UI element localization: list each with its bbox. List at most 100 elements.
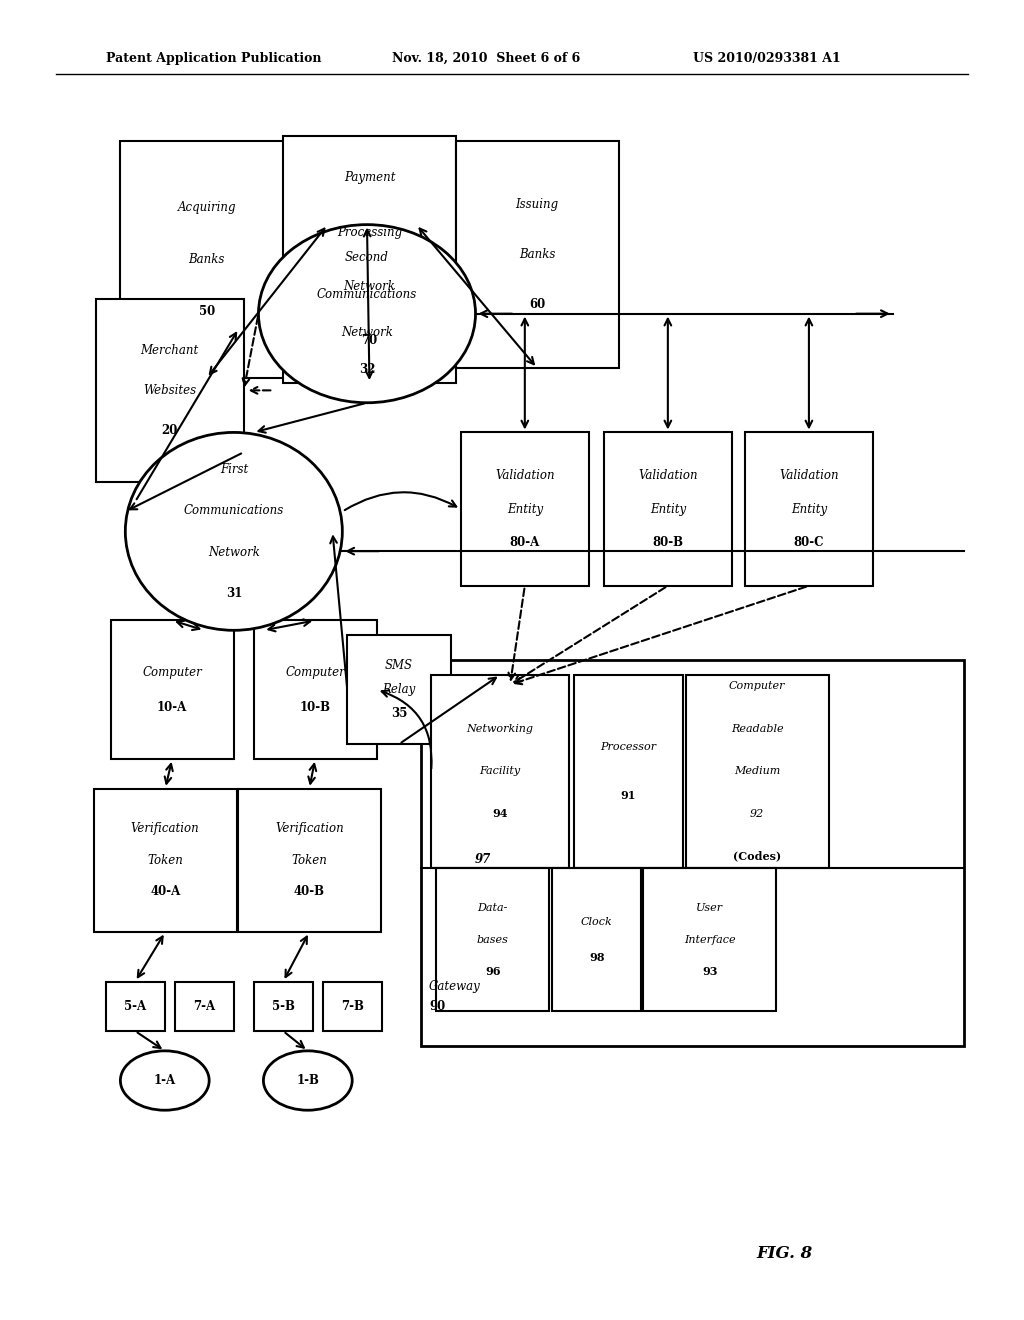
Bar (254, 982, 312, 1031)
Text: Data-: Data- (477, 903, 508, 913)
Text: 1-A: 1-A (154, 1074, 176, 1088)
Text: 60: 60 (529, 298, 545, 312)
Text: Banks: Banks (188, 252, 225, 265)
Bar (456, 140, 618, 368)
Text: Entity: Entity (507, 503, 543, 516)
Text: US 2010/0293381 A1: US 2010/0293381 A1 (692, 51, 841, 65)
Text: 5-B: 5-B (271, 999, 295, 1012)
Text: Banks: Banks (519, 248, 555, 261)
Text: Processing: Processing (337, 226, 402, 239)
Text: 97: 97 (474, 853, 490, 866)
Text: Computer: Computer (729, 681, 785, 692)
Bar (94, 788, 237, 932)
Ellipse shape (263, 1051, 352, 1110)
Text: Medium: Medium (734, 767, 780, 776)
Text: 31: 31 (225, 587, 242, 601)
Text: Verification: Verification (131, 822, 200, 836)
Text: 91: 91 (621, 789, 636, 801)
Text: Patent Application Publication: Patent Application Publication (105, 51, 322, 65)
Bar (643, 867, 776, 1011)
Text: Facility: Facility (479, 767, 521, 776)
Bar (121, 140, 293, 378)
Text: Validation: Validation (779, 469, 839, 482)
Text: Clock: Clock (581, 916, 612, 927)
Text: 94: 94 (493, 808, 508, 820)
Text: Nov. 18, 2010  Sheet 6 of 6: Nov. 18, 2010 Sheet 6 of 6 (391, 51, 580, 65)
Text: 10-A: 10-A (157, 701, 187, 714)
Text: 80-B: 80-B (652, 536, 683, 549)
Text: Validation: Validation (495, 469, 555, 482)
Text: Interface: Interface (684, 935, 735, 945)
Text: 1-B: 1-B (296, 1074, 319, 1088)
Text: Verification: Verification (274, 822, 344, 836)
Text: 5-A: 5-A (124, 999, 146, 1012)
Text: bases: bases (477, 935, 509, 945)
Bar (105, 982, 165, 1031)
Text: Token: Token (292, 854, 328, 867)
Text: User: User (696, 903, 723, 913)
Text: 50: 50 (199, 305, 215, 318)
Bar (284, 136, 456, 383)
Bar (604, 433, 732, 586)
Text: (Codes): (Codes) (733, 850, 781, 862)
Bar (95, 298, 244, 482)
Text: Communications: Communications (183, 504, 284, 517)
Bar (254, 620, 377, 759)
Text: Computer: Computer (142, 665, 202, 678)
Bar (686, 675, 828, 867)
Bar (175, 982, 233, 1031)
Text: FIG. 8: FIG. 8 (757, 1245, 813, 1262)
Text: 90: 90 (429, 999, 445, 1012)
Bar (436, 867, 550, 1011)
Text: Validation: Validation (638, 469, 697, 482)
Text: 7-A: 7-A (194, 999, 215, 1012)
Bar (347, 635, 451, 744)
Text: Issuing: Issuing (516, 198, 559, 211)
Text: Communications: Communications (316, 289, 417, 301)
Text: Network: Network (341, 326, 393, 339)
Text: 40-B: 40-B (294, 886, 325, 899)
Text: Gateway: Gateway (429, 979, 481, 993)
Text: 32: 32 (358, 363, 375, 376)
Text: Websites: Websites (143, 384, 197, 397)
Text: Entity: Entity (650, 503, 686, 516)
Text: First: First (220, 462, 248, 475)
Text: Second: Second (345, 251, 389, 264)
Text: Merchant: Merchant (140, 343, 199, 356)
Text: 80-A: 80-A (510, 536, 540, 549)
Text: Networking: Networking (467, 723, 534, 734)
Bar (238, 788, 381, 932)
Bar (461, 433, 589, 586)
Text: 70: 70 (361, 334, 378, 347)
Text: 98: 98 (589, 952, 604, 964)
Ellipse shape (258, 224, 475, 403)
Bar (323, 982, 382, 1031)
Text: 80-C: 80-C (794, 536, 824, 549)
Ellipse shape (125, 433, 342, 631)
Text: Network: Network (343, 280, 395, 293)
Text: 35: 35 (391, 708, 408, 721)
Text: SMS: SMS (385, 659, 413, 672)
Bar (552, 867, 641, 1011)
Text: Processor: Processor (600, 742, 656, 752)
Text: Entity: Entity (791, 503, 827, 516)
Bar (421, 660, 964, 1045)
Text: 20: 20 (162, 424, 178, 437)
Text: Network: Network (208, 545, 260, 558)
Text: 7-B: 7-B (341, 999, 364, 1012)
Text: Relay: Relay (382, 684, 416, 696)
Bar (111, 620, 233, 759)
Bar (574, 675, 683, 867)
Text: 96: 96 (485, 966, 501, 977)
Text: 92: 92 (750, 809, 764, 818)
Text: 40-A: 40-A (151, 886, 180, 899)
Text: Computer: Computer (286, 665, 345, 678)
Text: Readable: Readable (731, 723, 783, 734)
Ellipse shape (121, 1051, 209, 1110)
Bar (431, 675, 569, 867)
Text: Payment: Payment (344, 172, 395, 183)
Text: Acquiring: Acquiring (177, 201, 236, 214)
Text: Token: Token (147, 854, 183, 867)
Text: 93: 93 (702, 966, 718, 977)
Bar (744, 433, 873, 586)
